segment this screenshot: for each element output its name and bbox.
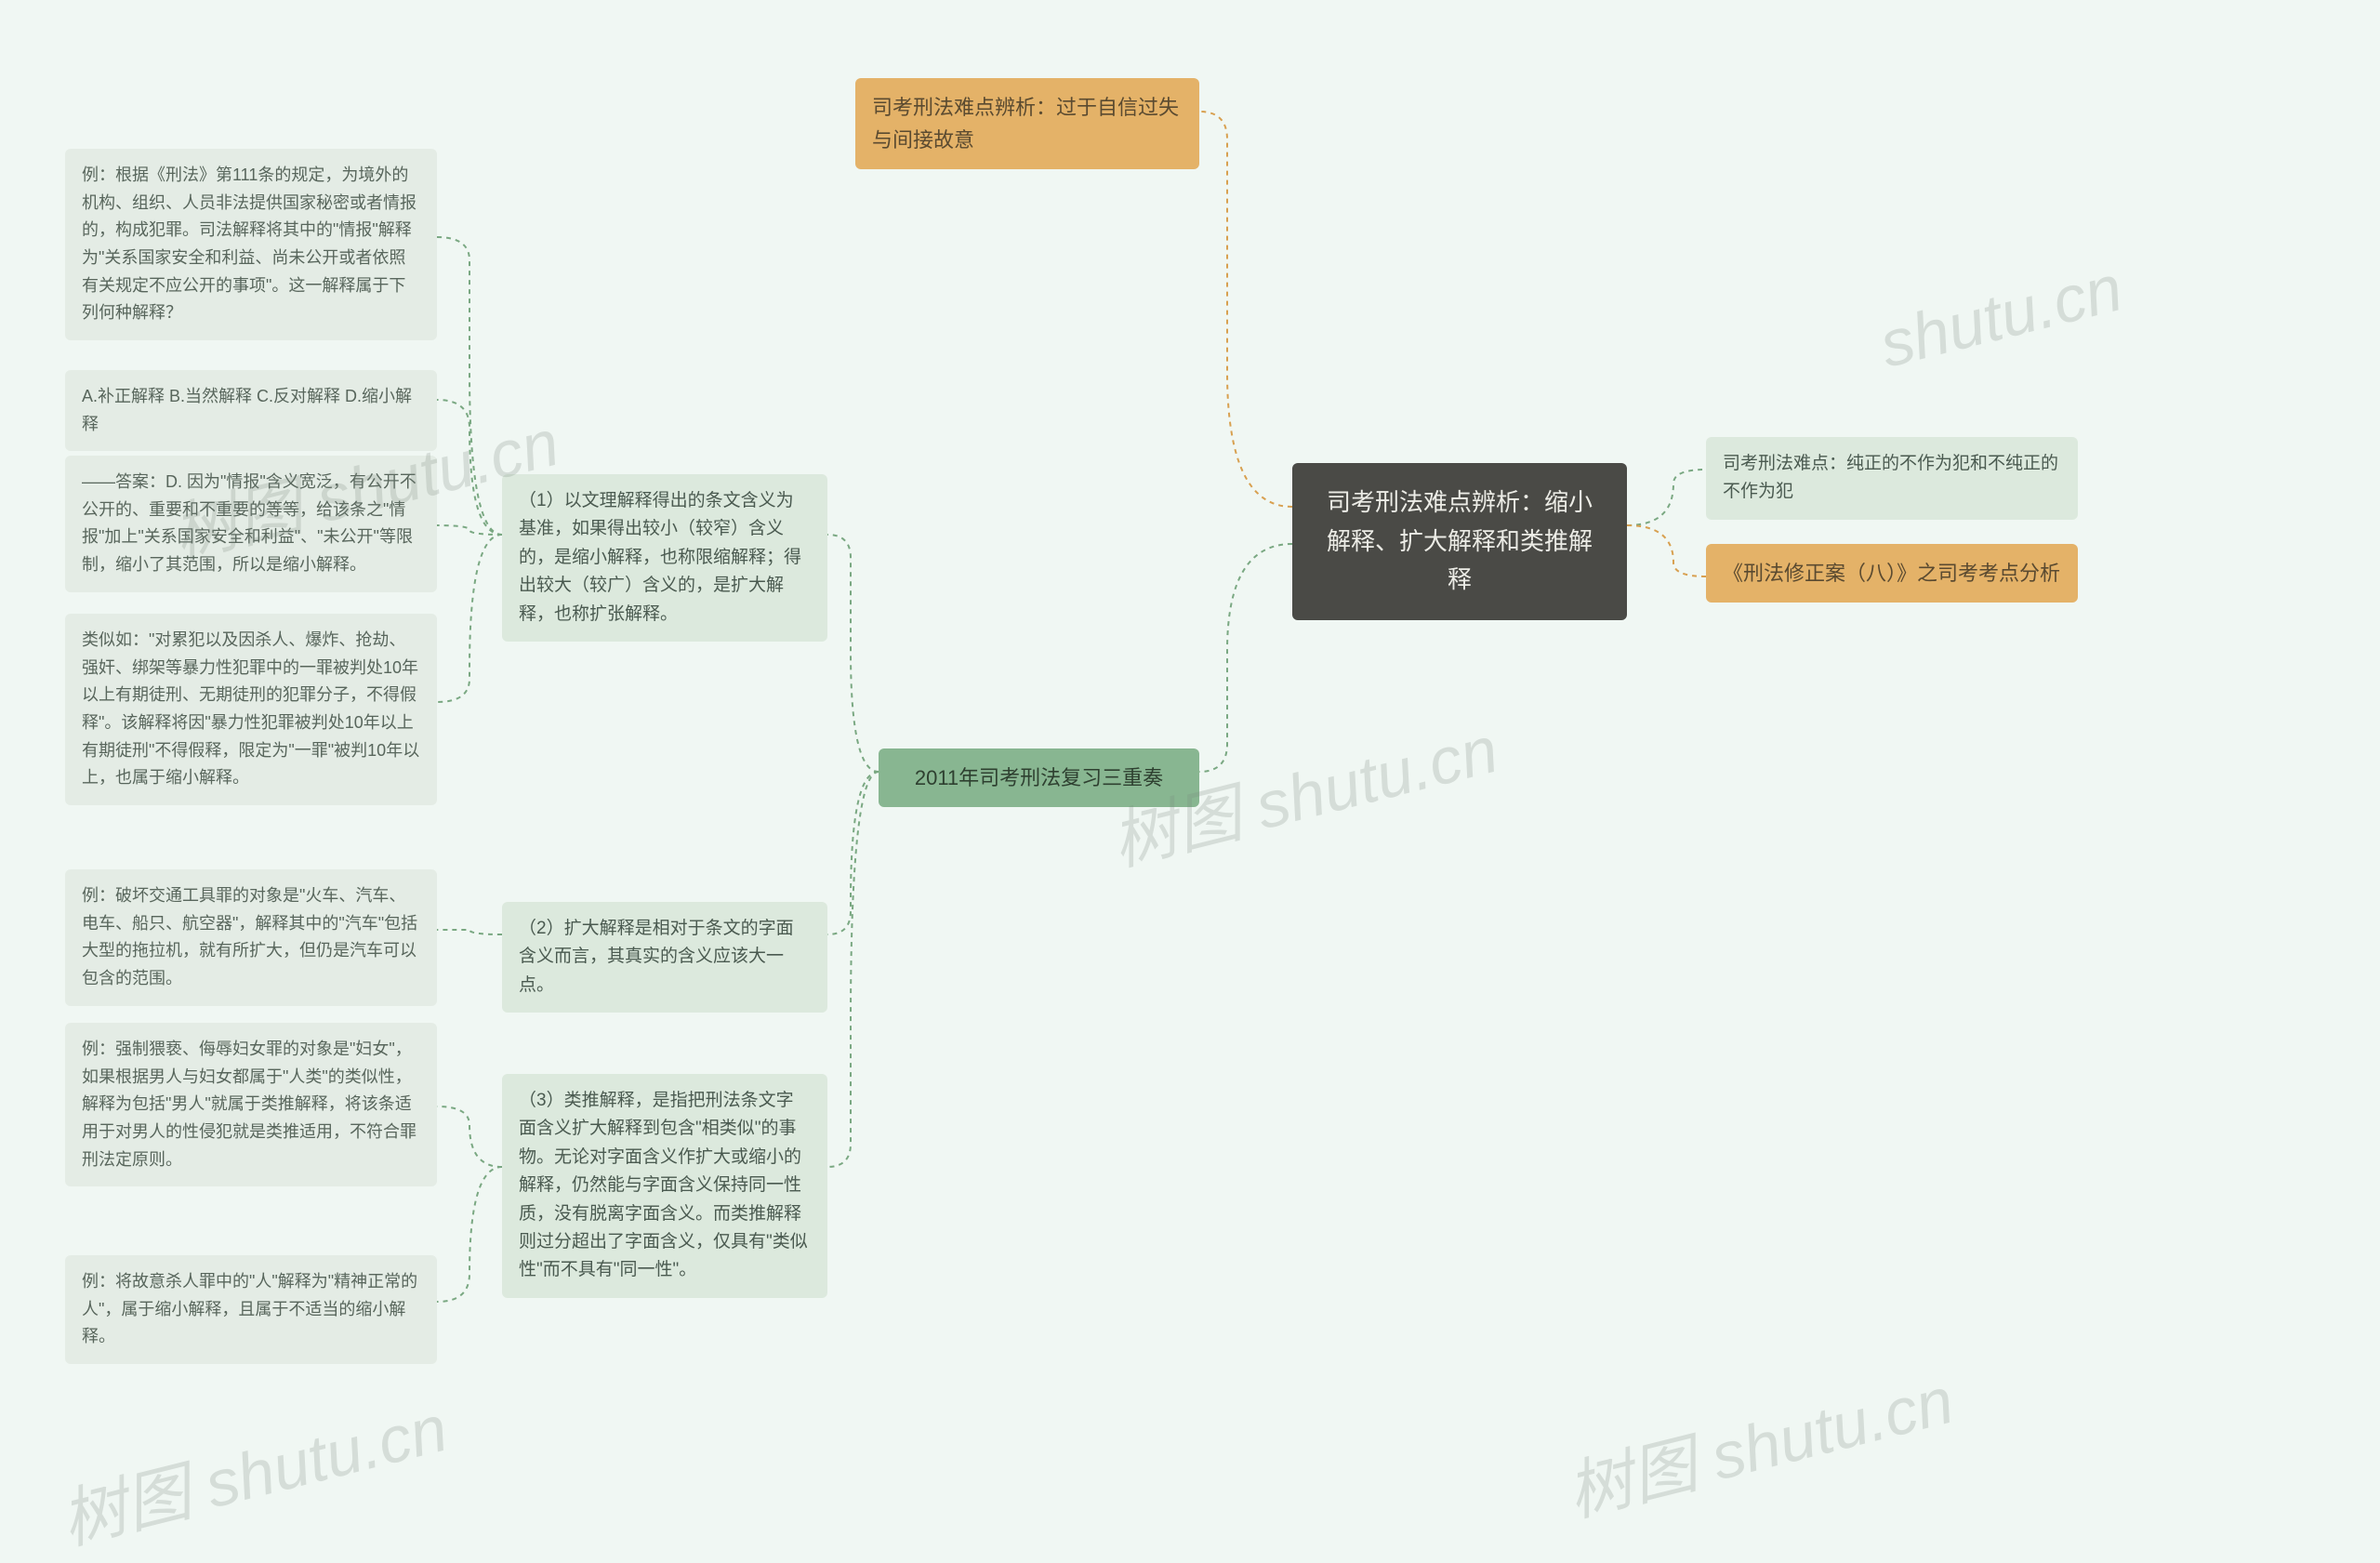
sub-2: （2）扩大解释是相对于条文的字面含义而言，其真实的含义应该大一点。 [502,902,827,1013]
watermark: 树图 shutu.cn [1556,1348,1962,1535]
leaf-7: 例：将故意杀人罪中的"人"解释为"精神正常的人"，属于缩小解释，且属于不适当的缩… [65,1255,437,1364]
leaf-3: ——答案：D. 因为"情报"含义宽泛，有公开不公开的、重要和不重要的等等，给该条… [65,456,437,592]
leaf-4: 类似如："对累犯以及因杀人、爆炸、抢劫、强奸、绑架等暴力性犯罪中的一罪被判处10… [65,614,437,805]
branch-top: 司考刑法难点辨析：过于自信过失与间接故意 [855,78,1199,169]
leaf-6: 例：强制猥亵、侮辱妇女罪的对象是"妇女"，如果根据男人与妇女都属于"人类"的类似… [65,1023,437,1186]
sub-1: （1）以文理解释得出的条文含义为基准，如果得出较小（较窄）含义的，是缩小解释，也… [502,474,827,642]
leaf-5: 例：破坏交通工具罪的对象是"火车、汽车、电车、船只、航空器"，解释其中的"汽车"… [65,869,437,1006]
leaf-2: A.补正解释 B.当然解释 C.反对解释 D.缩小解释 [65,370,437,451]
leaf-1: 例：根据《刑法》第111条的规定，为境外的机构、组织、人员非法提供国家秘密或者情… [65,149,437,340]
watermark: 树图 shutu.cn [50,1376,456,1563]
branch-right-2: 《刑法修正案（八）》之司考考点分析 [1706,544,2078,603]
watermark: shutu.cn [1872,250,2129,382]
branch-mid: 2011年司考刑法复习三重奏 [879,748,1199,807]
sub-3: （3）类推解释，是指把刑法条文字面含义扩大解释到包含"相类似"的事物。无论对字面… [502,1074,827,1298]
branch-right-1: 司考刑法难点：纯正的不作为犯和不纯正的不作为犯 [1706,437,2078,520]
root-node: 司考刑法难点辨析：缩小解释、扩大解释和类推解释 [1292,463,1627,620]
